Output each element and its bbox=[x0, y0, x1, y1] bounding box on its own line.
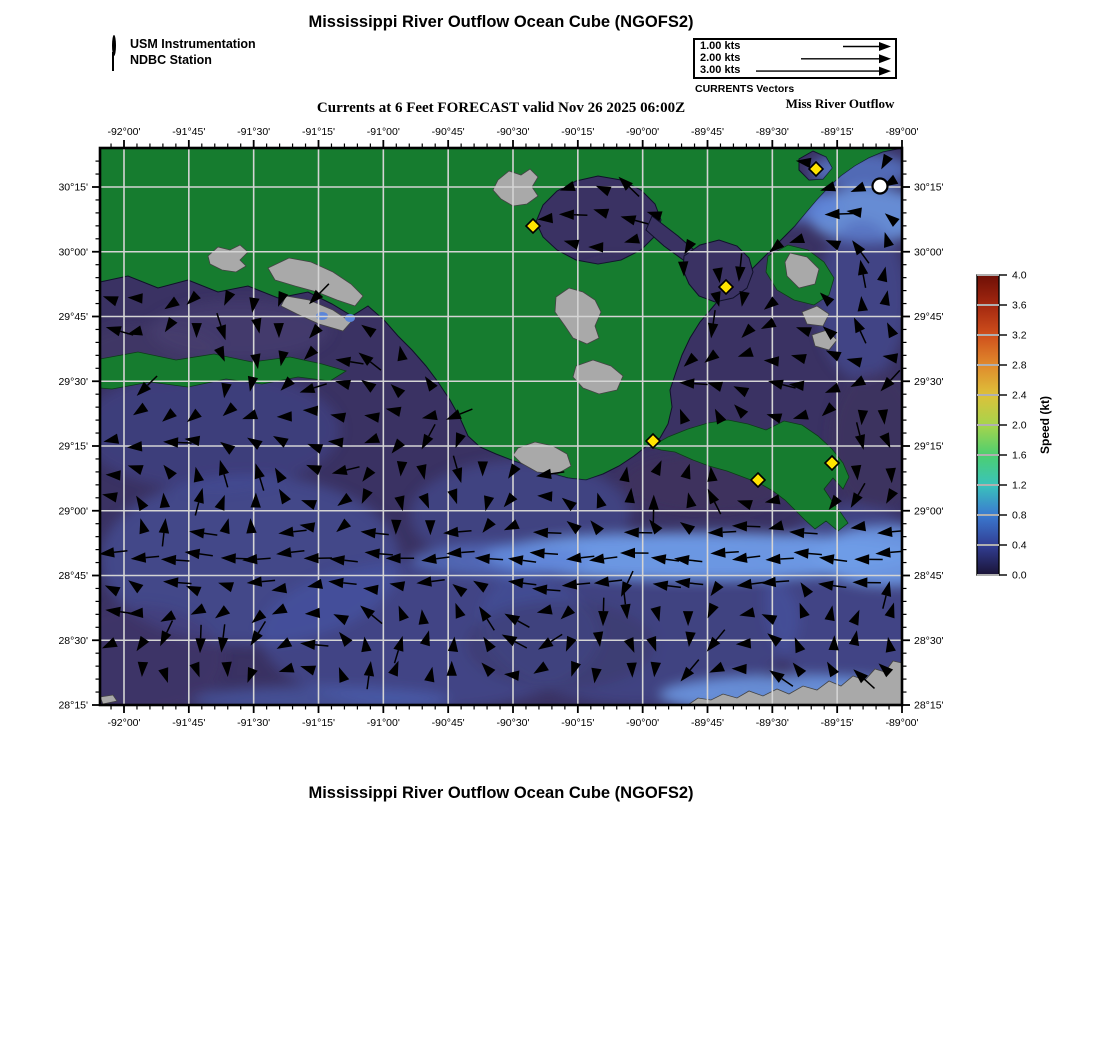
colorbar-tick-label: 0.4 bbox=[1012, 540, 1027, 552]
vector-scale-3kt-label: 3.00 kts bbox=[700, 64, 741, 76]
colorbar-tick-label: 3.6 bbox=[1012, 300, 1027, 312]
svg-text:-91°30': -91°30' bbox=[237, 717, 270, 729]
colorbar-tick-label: 0.0 bbox=[1012, 570, 1027, 582]
svg-text:30°00': 30°00' bbox=[58, 246, 88, 258]
current-vectors bbox=[100, 153, 902, 690]
grid-lines bbox=[100, 148, 902, 705]
ndbc-station-marker bbox=[644, 432, 662, 450]
legend-item-ndbc: NDBC Station bbox=[112, 51, 256, 71]
svg-text:-90°45': -90°45' bbox=[432, 717, 465, 729]
svg-text:28°15': 28°15' bbox=[914, 700, 944, 712]
svg-text:-89°30': -89°30' bbox=[756, 717, 789, 729]
vector-scale-arrows bbox=[756, 42, 891, 76]
svg-text:28°15': 28°15' bbox=[58, 700, 88, 712]
svg-text:30°15': 30°15' bbox=[58, 182, 88, 194]
svg-text:-90°15': -90°15' bbox=[561, 126, 594, 138]
outside-domain-areas bbox=[100, 168, 902, 705]
svg-text:-91°45': -91°45' bbox=[172, 126, 205, 138]
axis-labels: -92°00' -92°00' -91°45' -91°45' -91°30' -91°3… bbox=[58, 126, 943, 729]
svg-text:28°30': 28°30' bbox=[58, 635, 88, 647]
colorbar-tick-label: 3.2 bbox=[1012, 330, 1027, 342]
usm-circle-icon bbox=[112, 34, 127, 56]
svg-text:-89°00': -89°00' bbox=[885, 126, 918, 138]
svg-text:-89°15': -89°15' bbox=[821, 717, 854, 729]
svg-text:28°45': 28°45' bbox=[914, 570, 944, 582]
svg-text:29°00': 29°00' bbox=[914, 505, 944, 517]
colorbar-tick-label: 2.4 bbox=[1012, 390, 1027, 402]
legend-item-usm: USM Instrumentation bbox=[112, 34, 256, 56]
svg-text:-92°00': -92°00' bbox=[107, 717, 140, 729]
svg-text:-91°30': -91°30' bbox=[237, 126, 270, 138]
vector-scale-1kt-label: 1.00 kts bbox=[700, 40, 741, 52]
svg-text:-90°00': -90°00' bbox=[626, 126, 659, 138]
svg-text:29°45': 29°45' bbox=[58, 311, 88, 323]
svg-text:29°15': 29°15' bbox=[914, 441, 944, 453]
svg-text:-89°45': -89°45' bbox=[691, 717, 724, 729]
station-markers bbox=[524, 160, 889, 489]
svg-text:-89°30': -89°30' bbox=[756, 126, 789, 138]
svg-text:-90°45': -90°45' bbox=[432, 126, 465, 138]
vector-scale-box: 1.00 kts 2.00 kts 3.00 kts bbox=[693, 38, 897, 79]
colorbar-tick-label: 2.8 bbox=[1012, 360, 1027, 372]
region-label: Miss River Outflow bbox=[785, 96, 895, 111]
legend-ndbc-label: NDBC Station bbox=[130, 52, 212, 67]
svg-text:-89°00': -89°00' bbox=[885, 717, 918, 729]
plot-area bbox=[100, 148, 902, 705]
colorbar-tick-label: 4.0 bbox=[1012, 270, 1027, 282]
ndbc-station-marker bbox=[807, 160, 825, 178]
usm-station-marker bbox=[871, 177, 889, 195]
vector-scale-caption: CURRENTS Vectors bbox=[695, 83, 795, 95]
svg-text:-90°15': -90°15' bbox=[561, 717, 594, 729]
svg-text:-91°15': -91°15' bbox=[302, 717, 335, 729]
figure-footer-title: Mississippi River Outflow Ocean Cube (NG… bbox=[308, 784, 694, 802]
svg-text:29°30': 29°30' bbox=[58, 376, 88, 388]
ndbc-station-marker bbox=[524, 217, 542, 235]
svg-text:-90°30': -90°30' bbox=[496, 717, 529, 729]
svg-text:29°15': 29°15' bbox=[58, 441, 88, 453]
svg-text:30°00': 30°00' bbox=[914, 246, 944, 258]
marker-legend: USM Instrumentation NDBC Station bbox=[112, 34, 256, 71]
legend-usm-label: USM Instrumentation bbox=[130, 36, 256, 51]
svg-text:29°00': 29°00' bbox=[58, 505, 88, 517]
figure-title: Mississippi River Outflow Ocean Cube (NG… bbox=[308, 13, 694, 31]
svg-text:-91°15': -91°15' bbox=[302, 126, 335, 138]
svg-text:29°45': 29°45' bbox=[914, 311, 944, 323]
svg-text:-91°00': -91°00' bbox=[367, 717, 400, 729]
svg-text:28°30': 28°30' bbox=[914, 635, 944, 647]
svg-text:29°30': 29°30' bbox=[914, 376, 944, 388]
svg-text:-91°45': -91°45' bbox=[172, 717, 205, 729]
svg-text:-89°15': -89°15' bbox=[821, 126, 854, 138]
svg-text:-89°45': -89°45' bbox=[691, 126, 724, 138]
svg-text:30°15': 30°15' bbox=[914, 182, 944, 194]
vector-scale-2kt-label: 2.00 kts bbox=[700, 52, 741, 64]
colorbar-tick-label: 1.6 bbox=[1012, 450, 1027, 462]
forecast-subtitle: Currents at 6 Feet FORECAST valid Nov 26… bbox=[316, 100, 686, 116]
svg-text:-90°30': -90°30' bbox=[496, 126, 529, 138]
ndbc-station-marker bbox=[749, 471, 767, 489]
svg-text:-90°00': -90°00' bbox=[626, 717, 659, 729]
svg-text:28°45': 28°45' bbox=[58, 570, 88, 582]
axes: -92°00' -92°00' -91°45' -91°45' -91°30' -91°3… bbox=[58, 126, 943, 729]
ndbc-station-marker bbox=[717, 278, 735, 296]
colorbar-tick-label: 1.2 bbox=[1012, 480, 1027, 492]
colorbar: 4.0 3.6 3.2 2.8 2.4 2.0 1.6 1.2 0.8 0.4 0.0 Speed (… bbox=[976, 270, 1052, 582]
svg-text:-92°00': -92°00' bbox=[107, 126, 140, 138]
colorbar-tick-label: 0.8 bbox=[1012, 510, 1027, 522]
svg-text:-91°00': -91°00' bbox=[367, 126, 400, 138]
axis-ticks bbox=[92, 140, 910, 713]
ndbc-station-marker bbox=[823, 454, 841, 472]
colorbar-title: Speed (kt) bbox=[1038, 396, 1052, 454]
colorbar-tick-label: 2.0 bbox=[1012, 420, 1027, 432]
